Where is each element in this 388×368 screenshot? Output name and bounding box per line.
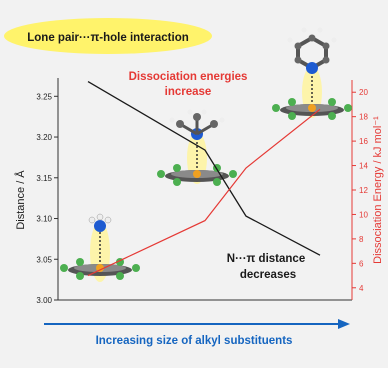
energy-series-line xyxy=(87,108,321,277)
title-text: Lone pair···π-hole interaction xyxy=(27,32,189,44)
right-tick-group: 4 6 8 10 12 14 16 18 20 xyxy=(352,88,368,293)
dissociation-annotation-line1: Dissociation energies xyxy=(129,71,248,83)
distance-annotation-line2: decreases xyxy=(240,269,296,281)
arrow-label: Increasing size of alkyl substituents xyxy=(96,335,293,347)
series-layer xyxy=(87,81,321,277)
y-right-tick-label: 4 xyxy=(359,284,364,293)
y-tick-label: 3.10 xyxy=(36,215,52,224)
molecule-nh3 xyxy=(60,213,140,282)
y-right-tick-label: 6 xyxy=(359,259,364,268)
y-right-tick-label: 8 xyxy=(359,235,364,244)
y-right-tick-label: 12 xyxy=(359,186,368,195)
y-tick-label: 3.25 xyxy=(36,92,52,101)
molecule-piperidine xyxy=(272,27,352,120)
title-pill xyxy=(4,18,212,54)
y-tick-label: 3.05 xyxy=(36,255,52,264)
y-axis-label: Distance / Å xyxy=(14,170,27,230)
dissociation-annotation-line2: increase xyxy=(165,86,212,98)
y-right-tick-label: 10 xyxy=(359,210,368,219)
distance-series-line xyxy=(87,81,321,256)
y-right-tick-label: 18 xyxy=(359,113,368,122)
distance-annotation-line1: N···π distance xyxy=(227,253,305,265)
y-right-tick-label: 14 xyxy=(359,162,368,171)
y-right-tick-label: 16 xyxy=(359,137,368,146)
left-tick-group: 3.00 3.05 3.10 3.15 3.20 3.25 xyxy=(36,92,58,305)
y-right-tick-label: 20 xyxy=(359,88,368,97)
size-arrow-head xyxy=(338,319,350,329)
y-tick-label: 3.20 xyxy=(36,133,52,142)
y-axis-right-label: Dissociation Energy / kJ mol⁻¹ xyxy=(372,116,384,264)
molecule-trimethylamine xyxy=(157,109,237,186)
y-tick-label: 3.15 xyxy=(36,174,52,183)
y-tick-label: 3.00 xyxy=(36,296,52,305)
